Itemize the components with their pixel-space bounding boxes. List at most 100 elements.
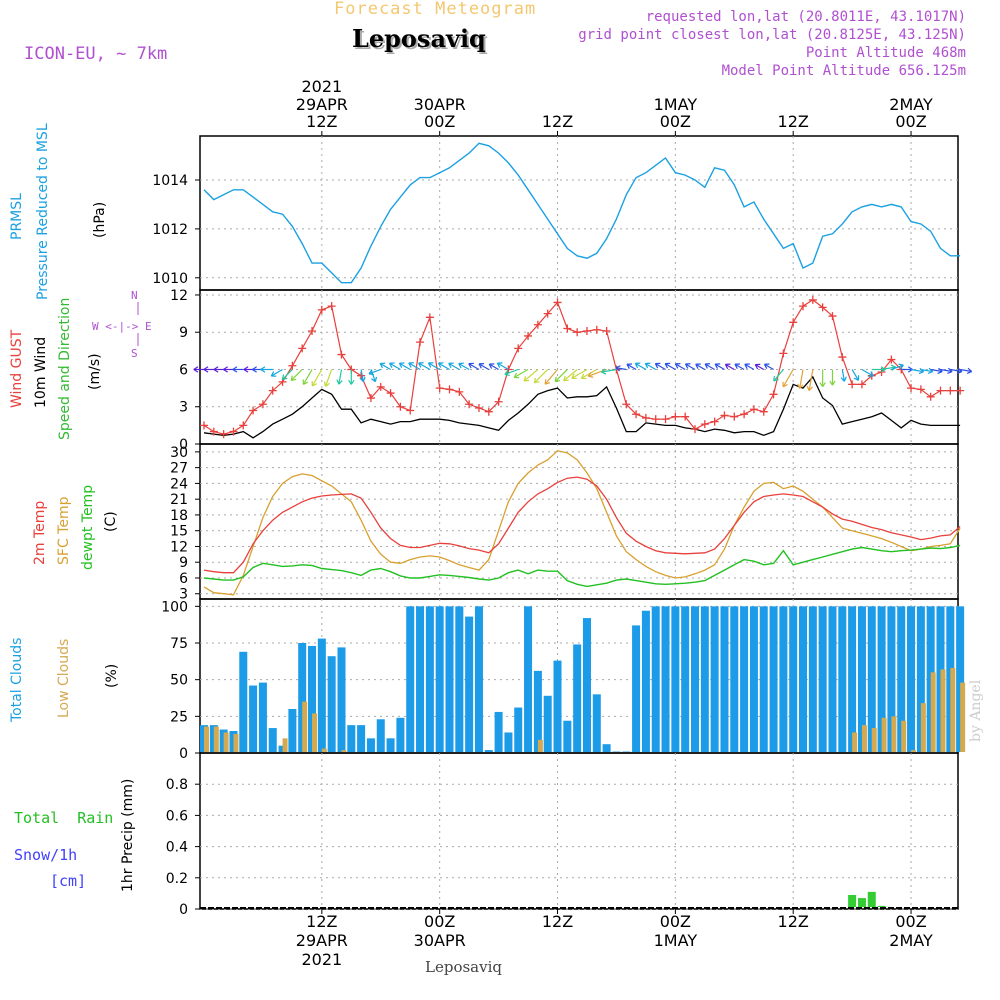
wind-direction-arrow bbox=[571, 368, 588, 380]
wind-direction-arrow bbox=[601, 368, 617, 375]
total-cloud-bar bbox=[317, 638, 326, 752]
gust-point bbox=[239, 421, 248, 430]
gust-point bbox=[308, 326, 317, 335]
arrow-shaft bbox=[664, 363, 676, 371]
top-time-label: 12Z bbox=[306, 112, 337, 131]
gust-point bbox=[229, 427, 238, 436]
arrow-head bbox=[937, 367, 943, 374]
watermark: by Angel bbox=[968, 679, 984, 742]
bottom-time-label: 12Z bbox=[306, 912, 337, 931]
arrow-head bbox=[634, 362, 641, 369]
total-cloud-bar bbox=[337, 647, 346, 752]
gust-point bbox=[573, 328, 582, 337]
arrow-head bbox=[243, 366, 249, 373]
total-cloud-bar bbox=[759, 606, 768, 752]
total-cloud-bar bbox=[916, 606, 925, 752]
wind-direction-arrow bbox=[389, 362, 401, 371]
arrow-shaft bbox=[725, 363, 735, 371]
arrow-head bbox=[533, 377, 540, 384]
dewpt-series-line bbox=[203, 544, 961, 588]
arrow-shaft bbox=[695, 363, 706, 371]
arrow-head bbox=[193, 366, 199, 373]
gust-point bbox=[602, 326, 611, 335]
total-cloud-bar bbox=[818, 606, 827, 752]
total-cloud-bar bbox=[465, 616, 474, 752]
compass-s: S bbox=[131, 347, 138, 360]
total-cloud-bar bbox=[347, 725, 356, 752]
arrow-shaft bbox=[513, 368, 529, 379]
total-cloud-bar bbox=[651, 606, 660, 752]
total-cloud-bar bbox=[779, 606, 788, 752]
total-cloud-bar bbox=[288, 709, 297, 752]
arrow-shaft bbox=[626, 363, 637, 371]
gust-point bbox=[582, 326, 591, 335]
arrow-head bbox=[290, 375, 297, 382]
arrow-head bbox=[398, 362, 405, 368]
low-cloud-bar bbox=[960, 682, 966, 752]
wind-direction-arrow bbox=[654, 362, 666, 371]
arrow-shaft bbox=[379, 362, 391, 371]
arrow-head bbox=[213, 366, 219, 373]
arrow-head bbox=[311, 380, 318, 387]
wind-ytick-label: 0 bbox=[179, 437, 188, 453]
arrow-shaft bbox=[311, 369, 323, 387]
arrow-head bbox=[458, 362, 464, 369]
arrow-shaft bbox=[370, 369, 376, 382]
arrow-head bbox=[580, 373, 587, 380]
total-cloud-bar bbox=[258, 682, 267, 752]
total-cloud-bar bbox=[396, 717, 405, 752]
wind-direction-arrow bbox=[704, 363, 715, 371]
temp-ytick-label: 15 bbox=[170, 524, 188, 540]
arrow-head bbox=[323, 381, 330, 387]
total-rain-label: Total Rain bbox=[14, 809, 114, 827]
arrow-head bbox=[734, 363, 741, 369]
requested-coords: requested lon,lat (20.8011E, 43.1017N) bbox=[645, 9, 966, 25]
low-cloud-bar bbox=[911, 750, 917, 752]
arrow-head bbox=[504, 370, 510, 377]
arrow-shaft bbox=[615, 367, 627, 371]
arrow-head bbox=[496, 362, 503, 368]
wind-direction-arrow bbox=[348, 369, 355, 385]
wind-direction-arrow bbox=[468, 362, 480, 371]
low-cloud-bar bbox=[940, 669, 946, 752]
arrow-head bbox=[763, 363, 770, 369]
total-cloud-bar bbox=[848, 606, 857, 752]
top-time-label: 00Z bbox=[660, 112, 691, 131]
gust-point bbox=[651, 415, 660, 424]
wind-direction-arrow bbox=[763, 363, 774, 371]
total-cloud-bar bbox=[808, 606, 817, 752]
arrow-head bbox=[408, 362, 414, 368]
arrow-shaft bbox=[601, 368, 617, 373]
total-cloud-bar bbox=[425, 606, 434, 752]
precip-ytick-label: 0.6 bbox=[166, 808, 188, 824]
low-cloud-bar bbox=[233, 733, 239, 752]
gust-point bbox=[219, 430, 228, 439]
wind-ytick-label: 6 bbox=[179, 362, 188, 378]
arrow-shaft bbox=[438, 362, 450, 371]
arrow-shaft bbox=[571, 368, 588, 379]
arrow-shaft bbox=[408, 362, 421, 371]
low-cloud-bar bbox=[861, 725, 867, 752]
total-cloud-bar bbox=[376, 719, 385, 752]
total-cloud-bar bbox=[582, 618, 591, 752]
arrow-head bbox=[695, 363, 701, 369]
wind-direction-arrow bbox=[554, 369, 568, 383]
wind-direction-arrow bbox=[478, 363, 490, 371]
total-cloud-bar bbox=[661, 606, 670, 752]
arrow-shaft bbox=[950, 368, 962, 373]
gust-point bbox=[710, 417, 719, 426]
total-cloud-bar bbox=[877, 606, 886, 752]
wind-direction-arrow bbox=[960, 367, 973, 374]
gust-point bbox=[288, 361, 297, 370]
wind-direction-arrow bbox=[695, 363, 706, 371]
gust-point bbox=[258, 400, 267, 409]
wind-direction-arrow bbox=[260, 366, 273, 373]
clouds-ytick-label: 100 bbox=[161, 599, 188, 615]
low-cloud-bar bbox=[891, 716, 897, 752]
gust-point bbox=[337, 350, 346, 359]
wind-direction-arrow bbox=[773, 369, 784, 382]
arrow-shaft bbox=[773, 369, 784, 382]
low-cloud-bar bbox=[920, 703, 926, 752]
gust-point bbox=[494, 397, 503, 406]
low-clouds-label: Low Clouds bbox=[56, 638, 72, 718]
